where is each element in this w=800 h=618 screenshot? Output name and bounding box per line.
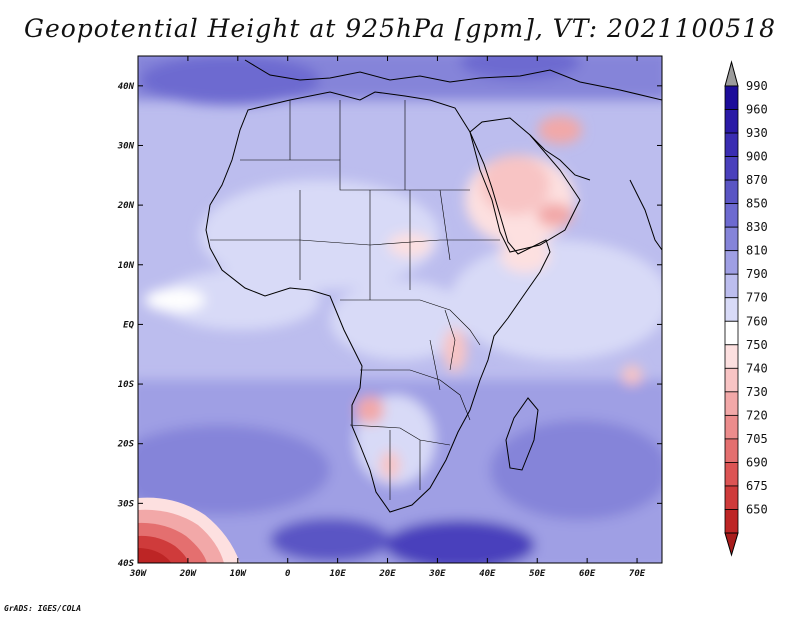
lat-tick-label: 20S <box>117 440 135 450</box>
field-sa-atlantic <box>138 425 330 515</box>
colorbar-label: 830 <box>746 220 768 234</box>
credit-label: GrADS: IGES/COLA <box>4 604 82 613</box>
colorbar-label: 770 <box>746 291 768 305</box>
colorbar-label: 850 <box>746 197 768 211</box>
colorbar-swatch <box>724 85 739 110</box>
colorbar-label: 790 <box>746 267 768 281</box>
field-caspian <box>460 56 580 80</box>
lon-tick-label: 50E <box>529 569 546 579</box>
field-mascarene <box>622 365 642 385</box>
europe-coast <box>244 59 662 101</box>
colorbar-swatch <box>724 438 739 463</box>
colorbar-swatch <box>724 297 739 322</box>
lat-tick-label: 40N <box>118 82 135 92</box>
border-west <box>210 239 500 246</box>
field-arabia-core <box>537 203 573 227</box>
colorbar-label: 990 <box>746 79 768 93</box>
borders <box>210 100 500 500</box>
field-sw-low <box>270 518 390 562</box>
colorbar-label: 810 <box>746 244 768 258</box>
lon-tick-label: 20E <box>378 569 396 579</box>
colorbar-swatch <box>724 391 739 416</box>
lon-tick-label: 60E <box>579 569 596 579</box>
colorbar-label: 650 <box>746 502 768 516</box>
colorbar-label: 760 <box>746 314 768 328</box>
field-arabia-mid <box>480 155 550 215</box>
lat-tick-label: 30S <box>117 499 135 509</box>
map-title: Geopotential Height at 925hPa [gpm], VT:… <box>23 14 777 43</box>
colorbar-swatch <box>724 367 739 393</box>
lat-tick-label: 10N <box>118 261 135 271</box>
colorbar-swatch <box>724 250 739 275</box>
colorbar-swatch <box>724 203 739 228</box>
colorbar-over-triangle <box>724 60 739 87</box>
lat-tick-label: 40S <box>118 559 135 569</box>
lat-tick-label: 30N <box>117 141 135 151</box>
lon-tick-label: 30W <box>129 569 148 579</box>
colorbar-swatch <box>724 273 739 299</box>
colorbar: 990 960 930 900 870 850 830 810 790 770 760 750 740 7… <box>724 60 768 557</box>
colorbar-swatch <box>724 509 739 534</box>
persian-gulf <box>529 134 591 181</box>
colorbar-label: 750 <box>746 338 768 352</box>
border-sahara-1 <box>240 159 470 191</box>
colorbar-label: 960 <box>746 103 768 117</box>
border-central <box>340 299 481 346</box>
colorbar-swatch <box>724 156 739 181</box>
colorbar-label: 675 <box>746 479 768 493</box>
height-field <box>138 56 662 563</box>
colorbar-swatch <box>724 485 739 510</box>
map-frame <box>137 55 663 564</box>
border-south-1 <box>360 369 471 421</box>
axis-ticks: 30W 20W 10W 0 10E 20E 30E 40E 50E 60E 70E 40N 30N 20N… <box>117 56 662 579</box>
lon-tick-label: 10W <box>230 569 248 579</box>
colorbar-label: 730 <box>746 385 768 399</box>
colorbar-swatch <box>724 179 739 205</box>
colorbar-label: 720 <box>746 408 768 422</box>
field-atlantic-low <box>140 56 320 105</box>
colorbar-label: 900 <box>746 150 768 164</box>
field-rift <box>443 328 467 372</box>
lat-tick-label: EQ <box>123 320 134 330</box>
field-sa-indian <box>490 420 662 520</box>
colorbar-swatch <box>724 109 739 134</box>
colorbar-swatch <box>724 344 739 369</box>
colorbar-swatch <box>724 320 739 346</box>
colorbar-label: 705 <box>746 432 768 446</box>
colorbar-swatch <box>724 414 739 440</box>
colorbar-label: 870 <box>746 173 768 187</box>
field-gulf <box>160 270 320 330</box>
india-coast <box>629 179 662 251</box>
field-sw-corner-5 <box>138 548 171 563</box>
lat-tick-label: 10S <box>118 380 135 390</box>
lon-tick-label: 70E <box>629 569 646 579</box>
field-sahel <box>200 180 440 290</box>
colorbar-swatch <box>724 462 739 487</box>
field-angola <box>356 396 384 424</box>
arabia-coast <box>469 117 581 253</box>
coastlines <box>205 59 662 513</box>
field-atl-white <box>145 288 205 312</box>
field-iran <box>538 116 582 144</box>
field-indian-eq <box>450 240 662 360</box>
border-sahara-2 <box>289 100 406 190</box>
border-south-2 <box>349 424 451 500</box>
colorbar-swatch <box>724 132 739 157</box>
africa-coastline <box>205 91 551 513</box>
colorbar-under-triangle <box>724 532 739 557</box>
madagascar <box>505 397 539 471</box>
lat-tick-label: 20N <box>117 201 135 211</box>
field-se-low <box>385 520 535 563</box>
colorbar-label: 930 <box>746 126 768 140</box>
colorbar-label: 690 <box>746 455 768 469</box>
colorbar-swatch <box>724 226 739 252</box>
lon-tick-label: 30E <box>428 569 446 579</box>
lon-tick-label: 40E <box>479 569 496 579</box>
lon-tick-label: 20W <box>179 569 198 579</box>
lon-tick-label: 10E <box>329 569 346 579</box>
lon-tick-label: 0 <box>285 569 291 579</box>
colorbar-label: 740 <box>746 361 768 375</box>
border-lakes <box>429 309 456 391</box>
